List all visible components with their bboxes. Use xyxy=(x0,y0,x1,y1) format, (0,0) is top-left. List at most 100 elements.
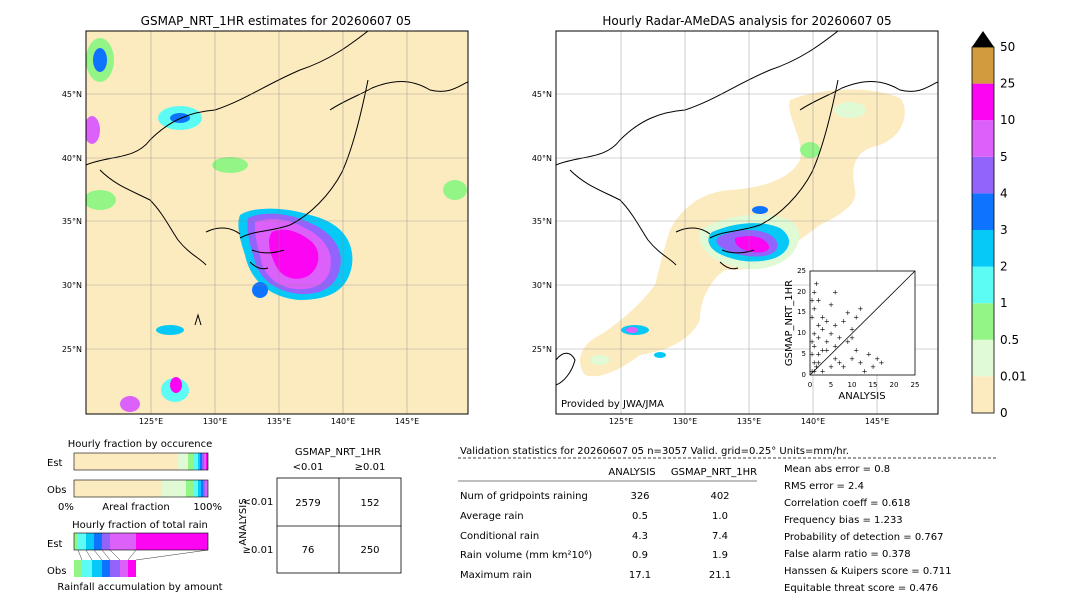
lat-label: 40°N xyxy=(532,154,552,163)
colorbar-swatch xyxy=(972,47,994,84)
colorbar-swatch xyxy=(972,376,994,413)
colorbar-swatch xyxy=(972,303,994,340)
scatter-point: + xyxy=(832,342,838,350)
colorbar-swatch xyxy=(972,120,994,157)
scatter-point: + xyxy=(811,330,817,338)
scatter-y-tick: 25 xyxy=(797,267,806,275)
left-map-lat-labels: 45°N 40°N 35°N 30°N 25°N xyxy=(62,90,82,354)
map-credit: Provided by JWA/JMA xyxy=(561,399,664,410)
scatter-point: + xyxy=(815,334,821,342)
row-label: Average rain xyxy=(460,511,524,522)
scatter-point: + xyxy=(878,359,884,367)
scatter-x-tick: 20 xyxy=(890,381,899,389)
colorbar-swatch xyxy=(972,193,994,230)
colorbar-swatch xyxy=(972,339,994,377)
lon-label: 135°E xyxy=(737,417,761,426)
left-map-land xyxy=(86,31,468,326)
lon-label: 145°E xyxy=(865,417,889,426)
colorbar-label: 25 xyxy=(1000,77,1015,91)
scatter-point: + xyxy=(857,359,863,367)
table-row: Maximum rain 17.1 21.1 xyxy=(460,570,731,581)
scatter-point: + xyxy=(811,342,817,350)
score-item: Frequency bias = 1.233 xyxy=(784,515,903,526)
score-item: RMS error = 2.4 xyxy=(784,481,864,492)
col-label: <0.01 xyxy=(293,462,324,473)
lon-label: 130°E xyxy=(673,417,697,426)
score-item: Equitable threat score = 0.476 xyxy=(784,583,938,594)
validation-header: Validation statistics for 20260607 05 n=… xyxy=(460,446,849,457)
lon-label: 125°E xyxy=(139,417,163,426)
scatter-point: + xyxy=(813,363,819,371)
left-map-gridlines xyxy=(86,31,468,414)
scatter-point: + xyxy=(836,359,842,367)
accum-title: Rainfall accumulation by amount xyxy=(57,582,222,593)
contingency-table: GSMAP_NRT_1HR <0.01 ≥0.01 ANALYSIS <0.01… xyxy=(238,447,402,574)
occ-axis-left: 0% xyxy=(58,502,74,513)
scatter-y-tick: 15 xyxy=(797,308,806,316)
colorbar-swatch xyxy=(972,266,994,304)
tot-obs-label: Obs xyxy=(47,566,66,577)
right-map-lat-labels: 45°N 40°N 35°N 30°N 25°N xyxy=(532,90,552,354)
row-label: <0.01 xyxy=(243,497,274,508)
colorbar-label: 5 xyxy=(1000,150,1008,164)
scatter-point: + xyxy=(811,359,817,367)
col-analysis: ANALYSIS xyxy=(608,467,655,478)
scatter-point: + xyxy=(815,322,821,330)
colorbar-frame xyxy=(971,46,995,414)
scatter-point: + xyxy=(874,355,880,363)
scatter-point: + xyxy=(832,355,838,363)
cell-value: 76 xyxy=(302,545,315,556)
left-map-frame xyxy=(85,30,469,415)
scatter-inset: ++++++++++++++++++++++++++++++++++++++++… xyxy=(784,267,919,402)
colorbar-label: 2 xyxy=(1000,260,1008,274)
scatter-point: + xyxy=(857,305,863,313)
right-map-gridlines xyxy=(556,31,938,414)
occ-est-label: Est xyxy=(47,458,63,469)
score-item: Hanssen & Kuipers score = 0.711 xyxy=(784,566,951,577)
occ-obs-label: Obs xyxy=(47,485,66,496)
col-label: ≥0.01 xyxy=(355,462,386,473)
occ-est-bar xyxy=(73,452,209,471)
scatter-point: + xyxy=(832,322,838,330)
row-label: ≥0.01 xyxy=(243,545,274,556)
scatter-x-tick: 10 xyxy=(848,381,857,389)
occ-obs-bar xyxy=(73,479,209,498)
lon-label: 140°E xyxy=(801,417,825,426)
colorbar-label: 4 xyxy=(1000,186,1008,200)
scatter-point: + xyxy=(849,355,855,363)
total-rain-title: Hourly fraction of total rain xyxy=(72,520,208,531)
fraction-panel: Hourly fraction by occurence Est Obs xyxy=(47,439,223,593)
right-map: Hourly Radar-AMeDAS analysis for 2026060… xyxy=(532,14,939,426)
scatter-point: + xyxy=(815,359,821,367)
colorbar-label: 50 xyxy=(1000,40,1015,54)
scatter-x-tick: 0 xyxy=(808,381,812,389)
lat-label: 25°N xyxy=(532,345,552,354)
lon-label: 130°E xyxy=(203,417,227,426)
score-item: False alarm ratio = 0.378 xyxy=(784,549,911,560)
scatter-x-tick: 5 xyxy=(829,381,833,389)
row-analysis: 0.5 xyxy=(632,511,648,522)
colorbar: 0 0.01 0.5 1 2 3 4 5 10 25 50 xyxy=(971,31,1027,420)
row-gsmap: 1.0 xyxy=(712,511,728,522)
occ-axis-right: 100% xyxy=(193,502,222,513)
lon-label: 135°E xyxy=(267,417,291,426)
validation-panel: Validation statistics for 20260607 05 n=… xyxy=(458,446,996,594)
row-analysis: 17.1 xyxy=(629,570,651,581)
lon-label: 140°E xyxy=(331,417,355,426)
left-map: GSMAP_NRT_1HR estimates for 20260607 05 xyxy=(62,14,469,426)
lat-label: 25°N xyxy=(62,345,82,354)
scatter-point: + xyxy=(815,351,821,359)
colorbar-swatch xyxy=(972,230,994,267)
lat-label: 35°N xyxy=(532,217,552,226)
scatter-point: + xyxy=(815,297,821,305)
lat-label: 30°N xyxy=(62,281,82,290)
colorbar-label: 3 xyxy=(1000,223,1008,237)
score-item: Mean abs error = 0.8 xyxy=(784,464,890,475)
cell-value: 250 xyxy=(360,545,379,556)
row-gsmap: 1.9 xyxy=(712,550,728,561)
scatter-point: + xyxy=(849,326,855,334)
table-row: Num of gridpoints raining 326 402 xyxy=(460,491,730,502)
row-label: Rain volume (mm km²10⁶) xyxy=(460,550,592,561)
col-gsmap: GSMAP_NRT_1HR xyxy=(671,467,757,478)
table-row: Rain volume (mm km²10⁶) 0.9 1.9 xyxy=(460,550,728,561)
